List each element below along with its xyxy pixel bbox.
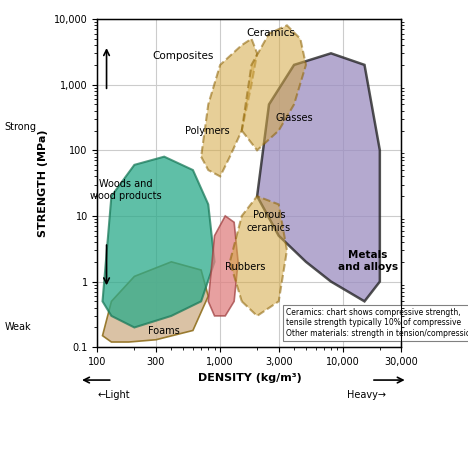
Text: Ceramics: chart shows compressive strength,
tensile strength typically 10% of co: Ceramics: chart shows compressive streng… — [286, 308, 468, 338]
Text: Metals
and alloys: Metals and alloys — [338, 250, 398, 272]
Polygon shape — [257, 53, 380, 301]
Text: Woods and
wood products: Woods and wood products — [90, 179, 161, 201]
Y-axis label: STRENGTH (MPa): STRENGTH (MPa) — [38, 129, 48, 237]
Polygon shape — [102, 157, 214, 327]
Text: Glasses: Glasses — [275, 113, 313, 123]
Text: Weak: Weak — [5, 322, 31, 332]
Text: Strong: Strong — [5, 122, 37, 132]
Polygon shape — [201, 39, 257, 177]
Polygon shape — [102, 262, 208, 342]
Text: Porous
ceramics: Porous ceramics — [247, 210, 291, 232]
Polygon shape — [230, 196, 287, 316]
Text: Polymers: Polymers — [184, 126, 229, 136]
Text: Foams: Foams — [148, 326, 180, 336]
Text: Composites: Composites — [153, 50, 214, 60]
Text: Rubbers: Rubbers — [225, 262, 265, 272]
Text: ←Light: ←Light — [97, 390, 130, 400]
Polygon shape — [242, 25, 306, 150]
Polygon shape — [208, 216, 238, 316]
Text: Ceramics: Ceramics — [247, 28, 295, 38]
Text: Heavy→: Heavy→ — [347, 390, 386, 400]
X-axis label: DENSITY (kg/m³): DENSITY (kg/m³) — [197, 373, 301, 383]
